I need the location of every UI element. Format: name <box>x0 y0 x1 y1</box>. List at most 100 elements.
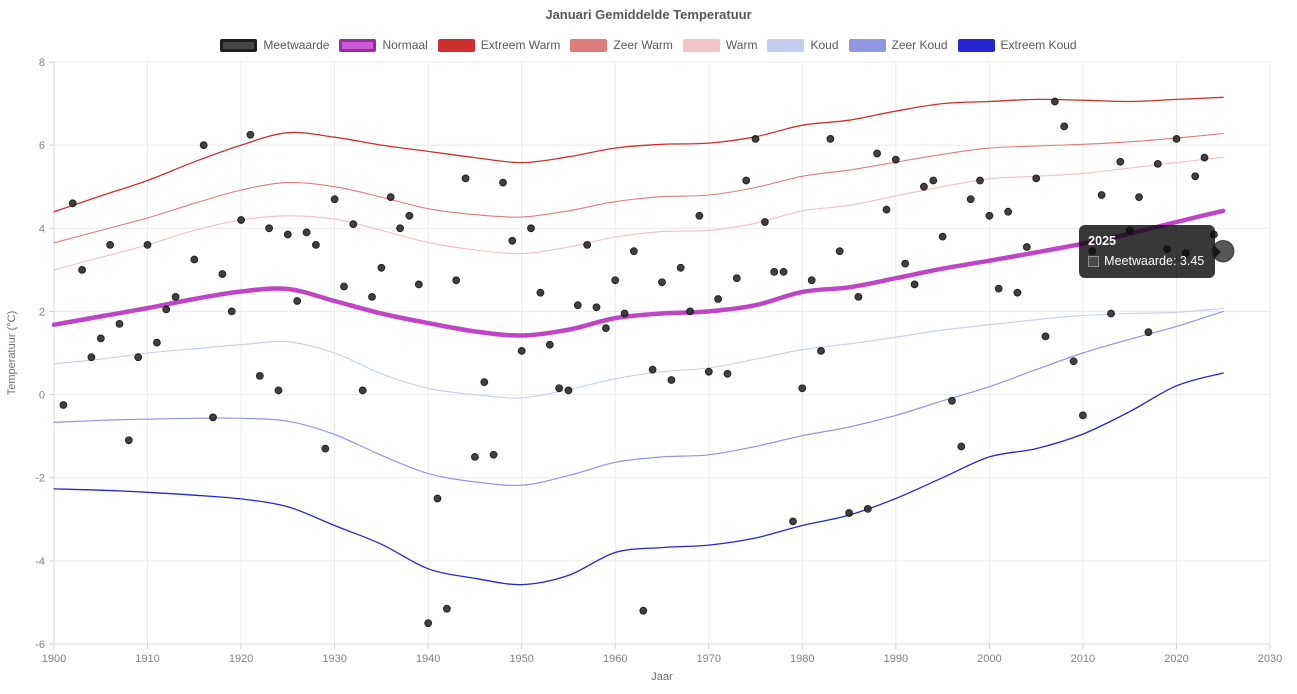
legend-item-zeer-koud[interactable]: Zeer Koud <box>848 38 948 52</box>
data-point[interactable] <box>508 236 517 245</box>
data-point[interactable] <box>340 282 348 291</box>
data-point[interactable] <box>143 241 152 249</box>
data-point[interactable] <box>115 320 124 328</box>
data-point[interactable] <box>985 211 994 220</box>
data-point[interactable] <box>312 241 320 249</box>
data-point[interactable] <box>704 367 713 376</box>
data-point[interactable] <box>499 178 507 187</box>
data-point[interactable] <box>1172 135 1181 143</box>
data-point[interactable] <box>882 205 891 214</box>
data-point[interactable] <box>517 347 526 355</box>
data-point[interactable] <box>134 353 143 362</box>
data-point[interactable] <box>667 376 676 384</box>
data-point[interactable] <box>68 199 77 208</box>
legend-item-extreem-koud[interactable]: Extreem Koud <box>957 38 1077 52</box>
data-point[interactable] <box>732 274 741 283</box>
data-point[interactable] <box>976 176 984 185</box>
data-point[interactable] <box>779 268 788 276</box>
data-point[interactable] <box>676 263 685 272</box>
data-point[interactable] <box>414 280 423 289</box>
data-point[interactable] <box>78 266 86 274</box>
data-point[interactable] <box>761 218 769 226</box>
data-point[interactable] <box>545 340 554 349</box>
data-point[interactable] <box>349 220 358 229</box>
data-point[interactable] <box>835 247 844 256</box>
data-point[interactable] <box>854 293 863 301</box>
legend-item-extreem-warm[interactable]: Extreem Warm <box>437 38 560 52</box>
data-point[interactable] <box>938 232 947 241</box>
data-point[interactable] <box>209 413 217 422</box>
data-point[interactable] <box>1022 243 1031 251</box>
data-point[interactable] <box>1013 288 1022 297</box>
data-point[interactable] <box>321 444 330 453</box>
data-point[interactable] <box>1097 191 1106 199</box>
data-point[interactable] <box>227 307 236 316</box>
data-point[interactable] <box>527 224 535 233</box>
data-point[interactable] <box>96 334 105 343</box>
data-point[interactable] <box>863 505 872 513</box>
data-point[interactable] <box>1079 411 1087 420</box>
data-point[interactable] <box>948 396 956 405</box>
data-point[interactable] <box>1060 122 1069 131</box>
data-point[interactable] <box>330 195 339 204</box>
data-point[interactable] <box>807 276 816 285</box>
data-point[interactable] <box>555 384 563 393</box>
data-point[interactable] <box>592 303 601 312</box>
data-point[interactable] <box>124 436 133 445</box>
data-point[interactable] <box>424 619 433 628</box>
data-point[interactable] <box>929 176 938 185</box>
data-point[interactable] <box>87 353 96 362</box>
data-point[interactable] <box>443 604 451 613</box>
data-point[interactable] <box>461 174 470 183</box>
data-point[interactable] <box>630 247 638 256</box>
data-point[interactable] <box>386 193 395 202</box>
data-point[interactable] <box>723 369 732 378</box>
data-point[interactable] <box>648 365 657 374</box>
legend-item-koud[interactable]: Koud <box>767 38 839 52</box>
data-point[interactable] <box>1135 193 1143 202</box>
data-point[interactable] <box>573 301 582 310</box>
data-point[interactable] <box>433 494 442 503</box>
data-point[interactable] <box>283 230 292 239</box>
data-point[interactable] <box>452 276 461 285</box>
data-point[interactable] <box>1032 174 1041 183</box>
data-point[interactable] <box>237 216 246 224</box>
data-point[interactable] <box>162 305 171 314</box>
data-point[interactable] <box>368 293 376 301</box>
data-point[interactable] <box>695 211 704 220</box>
data-point[interactable] <box>845 509 853 517</box>
data-point[interactable] <box>1004 207 1012 216</box>
data-point[interactable] <box>910 280 919 289</box>
data-point[interactable] <box>1116 157 1125 166</box>
data-point[interactable] <box>686 307 694 316</box>
data-point[interactable] <box>293 297 302 305</box>
data-point[interactable] <box>789 517 797 526</box>
data-point[interactable] <box>1191 172 1200 181</box>
data-point[interactable] <box>742 176 751 185</box>
data-point[interactable] <box>480 378 489 387</box>
data-point[interactable] <box>817 347 825 355</box>
data-point[interactable] <box>171 293 180 301</box>
data-point[interactable] <box>966 195 975 204</box>
data-point[interactable] <box>59 401 68 409</box>
data-point[interactable] <box>994 284 1003 293</box>
data-point[interactable] <box>873 149 881 158</box>
data-point[interactable] <box>302 228 311 237</box>
data-point[interactable] <box>1051 97 1059 106</box>
data-point[interactable] <box>920 182 928 191</box>
data-point[interactable] <box>536 288 545 297</box>
data-point[interactable] <box>1200 153 1209 162</box>
data-point[interactable] <box>658 278 666 287</box>
data-point[interactable] <box>358 386 367 395</box>
legend-item-zeer-warm[interactable]: Zeer Warm <box>570 38 673 52</box>
data-point[interactable] <box>265 224 274 233</box>
data-point[interactable] <box>714 295 722 303</box>
data-point[interactable] <box>602 324 610 333</box>
data-point[interactable] <box>1153 160 1162 168</box>
data-point[interactable] <box>106 241 114 249</box>
legend-item-meetwaarde[interactable]: Meetwaarde <box>220 38 329 52</box>
data-point[interactable] <box>377 263 386 272</box>
legend-item-normaal[interactable]: Normaal <box>339 38 428 52</box>
data-point[interactable] <box>218 270 227 278</box>
data-point[interactable] <box>489 450 498 459</box>
